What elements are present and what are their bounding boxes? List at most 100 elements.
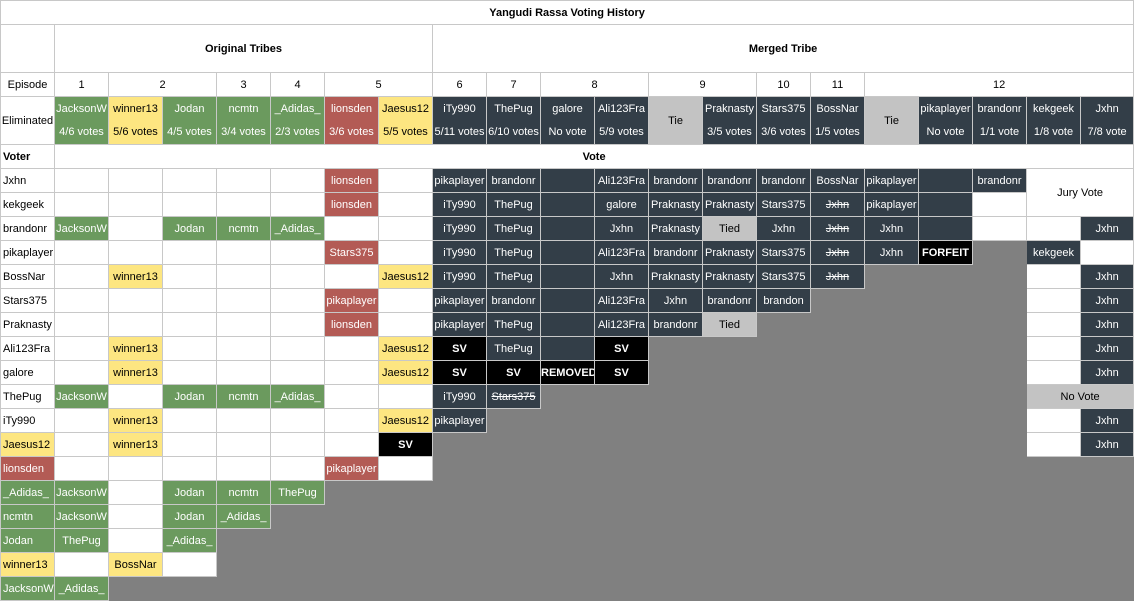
vote-cell: Ali123Fra [594, 312, 649, 337]
vote-cell [108, 456, 163, 481]
eliminated-name: Ali123Fra [597, 102, 646, 115]
empty-cell [215, 552, 1135, 577]
voter-name: galore [0, 360, 55, 385]
vote-cell [54, 312, 109, 337]
eliminated-votes: 5/11 votes [434, 125, 485, 138]
vote-cell: iTy990 [432, 192, 487, 217]
eliminated-votes: 4/5 votes [167, 125, 212, 138]
voter-row: Jodan ThePug _Adidas_ [0, 528, 1135, 553]
vote-cell [108, 384, 163, 409]
vote-cell: Jaesus12 [378, 408, 433, 433]
vote-cell: pikaplayer [864, 168, 919, 193]
eliminated-cell: ThePug 6/10 votes [486, 96, 541, 145]
vote-cell [324, 360, 379, 385]
vote-cell [54, 336, 109, 361]
vote-cell: Jodan [162, 504, 217, 529]
merged-tribe-header: Merged Tribe [431, 24, 1135, 73]
vote-cell [162, 336, 217, 361]
vote-cell: Jxhn [1079, 264, 1135, 289]
vote-cell [378, 240, 433, 265]
voter-name: kekgeek [0, 192, 55, 217]
eliminated-cell: Ali123Fra 5/9 votes [594, 96, 649, 145]
vote-cell [540, 336, 595, 361]
voter-row: Ali123Fra winner13 Jaesus12 SV ThePug SV… [0, 336, 1135, 361]
vote-header: Vote [53, 144, 1135, 169]
eliminated-votes: 4/6 votes [59, 125, 104, 138]
voter-name: winner13 [0, 552, 55, 577]
vote-cell: winner13 [108, 264, 163, 289]
vote-cell: Stars375 [324, 240, 379, 265]
vote-cell: ThePug [486, 312, 541, 337]
eliminated-name: galore [552, 102, 583, 115]
vote-cell: ThePug [270, 480, 325, 505]
voter-row: _Adidas_ JacksonW Jodan ncmtn ThePug [0, 480, 1135, 505]
vote-cell [270, 168, 325, 193]
vote-cell [162, 552, 217, 577]
vote-cell: winner13 [108, 360, 163, 385]
vote-cell: Jxhn [756, 216, 811, 241]
vote-cell [54, 552, 109, 577]
vote-cell [54, 360, 109, 385]
eliminated-name: brandonr [977, 102, 1022, 115]
vote-cell [54, 408, 109, 433]
voter-name: ncmtn [0, 504, 55, 529]
vote-cell [540, 288, 595, 313]
empty-cell [648, 336, 1027, 361]
vote-cell: brandonr [702, 168, 757, 193]
vote-cell: Praknasty [648, 192, 703, 217]
vote-cell [270, 360, 325, 385]
eliminated-name: lionsden [331, 102, 372, 115]
voter-row: Praknasty lionsden pikaplayer ThePug Ali… [0, 312, 1135, 337]
vote-cell [54, 192, 109, 217]
empty-cell [486, 408, 1027, 433]
voter-name: lionsden [0, 456, 55, 481]
vote-cell [972, 240, 1027, 265]
vote-cell [378, 312, 433, 337]
episode-number: 2 [108, 72, 217, 97]
vote-cell [216, 288, 271, 313]
vote-cell [270, 264, 325, 289]
vote-cell: Jaesus12 [378, 264, 433, 289]
voter-row: Jxhn lionsden pikaplayer brandonr Ali123… [0, 168, 1135, 217]
vote-cell [216, 264, 271, 289]
eliminated-votes: 6/10 votes [488, 125, 539, 138]
vote-cell: iTy990 [432, 216, 487, 241]
vote-cell [108, 312, 163, 337]
vote-cell [1026, 264, 1081, 289]
original-tribes-header: Original Tribes [54, 24, 433, 73]
vote-cell [108, 192, 163, 217]
vote-cell: Jodan [162, 384, 217, 409]
empty-cell [540, 384, 1027, 409]
vote-cell [540, 192, 595, 217]
vote-cell: Jxhn [1079, 312, 1135, 337]
vote-cell: Praknasty [702, 264, 757, 289]
vote-cell [972, 216, 1027, 241]
vote-cell: pikaplayer [324, 288, 379, 313]
vote-cell [54, 432, 109, 457]
vote-cell: ncmtn [216, 216, 271, 241]
vote-cell [972, 192, 1027, 217]
voter-row: JacksonW _Adidas_ [0, 576, 1135, 601]
vote-cell [162, 432, 217, 457]
voter-header-row: Voter Vote [0, 144, 1135, 169]
vote-cell [216, 408, 271, 433]
eliminated-cell: Jxhn 7/8 vote [1079, 96, 1135, 145]
eliminated-cell: winner13 5/6 votes [108, 96, 163, 145]
vote-cell [216, 456, 271, 481]
jury-vote-header: Jury Vote [1025, 168, 1135, 217]
eliminated-name: Jaesus12 [381, 102, 430, 115]
voter-name: pikaplayer [0, 240, 55, 265]
eliminated-votes: 3/6 votes [761, 125, 806, 138]
vote-cell [324, 336, 379, 361]
vote-cell [216, 192, 271, 217]
vote-cell [1026, 288, 1081, 313]
vote-cell: Praknasty [648, 216, 703, 241]
vote-cell: Jxhn [594, 264, 649, 289]
vote-cell [324, 384, 379, 409]
eliminated-cell: ncmtn 3/4 votes [216, 96, 271, 145]
empty-cell [648, 360, 1027, 385]
vote-cell: lionsden [324, 312, 379, 337]
eliminated-cell: Jodan 4/5 votes [162, 96, 217, 145]
episode-number: 11 [810, 72, 865, 97]
